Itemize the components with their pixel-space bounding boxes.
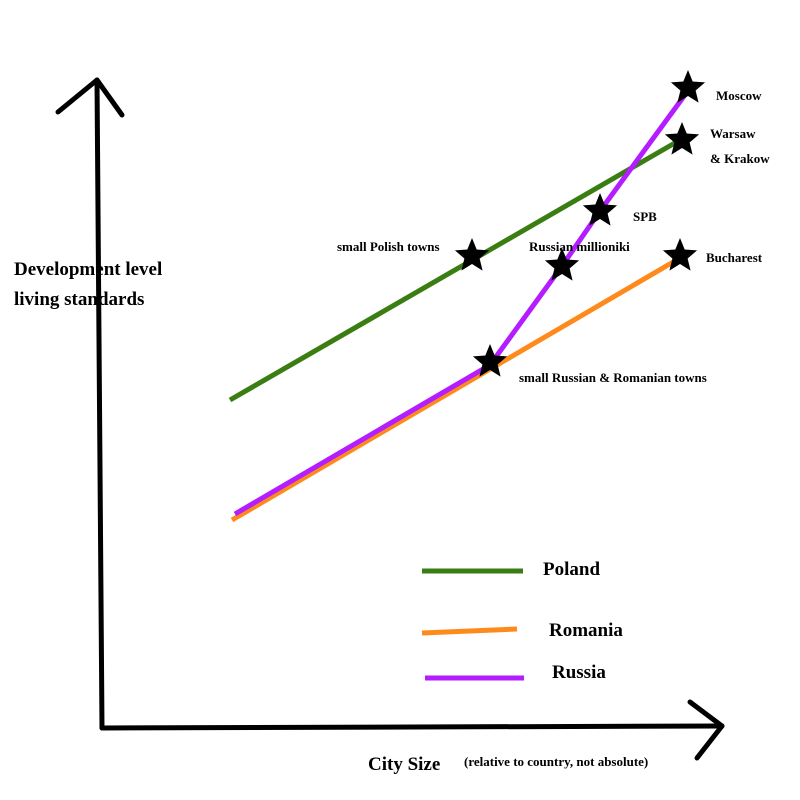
legend-swatch (421, 626, 518, 636)
x-axis-label: City Size (368, 754, 440, 775)
y-axis-label: Development level (14, 259, 162, 280)
poland-line (228, 137, 682, 403)
axes (55, 77, 725, 761)
point-label: Bucharest (706, 250, 763, 265)
y-axis (94, 77, 105, 731)
x-axis (99, 723, 725, 731)
x-axis-note: (relative to country, not absolute) (464, 754, 648, 769)
legend-label: Romania (549, 620, 623, 641)
point-label: small Polish towns (337, 239, 440, 254)
legend-label: Poland (543, 559, 600, 580)
point-label: SPB (633, 209, 657, 224)
point-label: Warsaw (710, 126, 756, 141)
point-label: Russian millioniki (529, 239, 630, 254)
y-axis-arrow (55, 77, 125, 118)
legend-label: Russia (552, 662, 606, 683)
point-label: & Krakow (710, 151, 770, 166)
point-label: small Russian & Romanian towns (519, 370, 707, 385)
romania-line (230, 255, 682, 523)
point-label: Moscow (716, 88, 762, 103)
x-axis-arrow (687, 699, 725, 761)
y-axis-label: living standards (14, 289, 144, 310)
